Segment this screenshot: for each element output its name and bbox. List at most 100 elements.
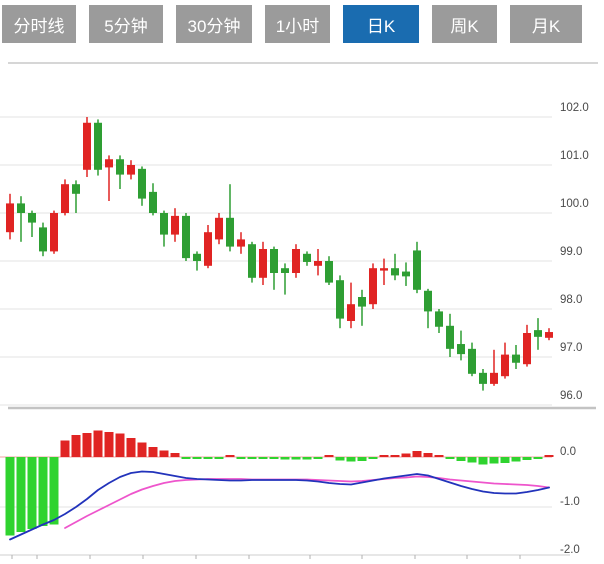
macd-bar	[170, 453, 180, 457]
macd-bar	[269, 457, 279, 459]
macd-bar	[104, 432, 114, 457]
candle-body	[149, 191, 157, 213]
candle-body	[369, 268, 377, 305]
x-axis	[0, 554, 570, 559]
macd-bar	[346, 457, 356, 462]
candle-body	[226, 217, 234, 247]
macd-bar	[302, 457, 312, 460]
macd-bar	[390, 455, 400, 457]
candle-body	[72, 184, 80, 194]
macd-bar	[258, 457, 268, 459]
candle-body	[237, 239, 245, 247]
svg-text:-1.0: -1.0	[560, 496, 580, 508]
candle-body	[270, 249, 278, 273]
candle-body	[512, 354, 520, 363]
candle-body	[358, 297, 366, 307]
macd-bar	[49, 457, 59, 525]
macd-bar	[60, 440, 70, 457]
price-grid	[0, 116, 552, 406]
candle-body	[391, 268, 399, 276]
macd-bar	[500, 457, 510, 463]
candle-body	[193, 253, 201, 261]
svg-text:-2.0: -2.0	[560, 544, 580, 556]
macd-bar	[533, 457, 543, 459]
macd-bar	[434, 455, 444, 457]
candle-body	[435, 311, 443, 327]
svg-text:97.0: 97.0	[560, 342, 582, 354]
svg-text:96.0: 96.0	[560, 390, 582, 402]
candle-body	[83, 122, 91, 170]
candle-body	[248, 244, 256, 278]
candle-body	[116, 159, 124, 175]
candle-body	[303, 253, 311, 262]
macd-bar	[214, 457, 224, 459]
macd-bar	[71, 435, 81, 457]
macd-bar	[5, 457, 15, 536]
candle-body	[292, 249, 300, 273]
macd-bar	[478, 457, 488, 465]
macd-bar	[16, 457, 26, 532]
candle-body	[182, 215, 190, 259]
candle-body	[105, 159, 113, 168]
candle-body	[6, 203, 14, 233]
tab-weekly-k[interactable]: 周K	[432, 5, 497, 43]
macd-bar	[159, 450, 169, 457]
candle-body	[468, 348, 476, 374]
candle-body	[204, 232, 212, 266]
macd-bar	[280, 457, 290, 460]
candle-body	[94, 122, 102, 170]
dea-line	[64, 475, 550, 529]
macd-bar	[489, 457, 499, 464]
macd-bar	[445, 457, 455, 459]
candle-body	[523, 333, 531, 365]
macd-bar	[335, 457, 345, 461]
candle-body	[281, 268, 289, 273]
panel-borders	[8, 62, 598, 410]
candle-body	[479, 372, 487, 384]
macd-bar	[544, 455, 554, 457]
candle-body	[50, 213, 58, 252]
macd-bar	[181, 457, 191, 459]
tab-30min[interactable]: 30分钟	[176, 5, 252, 43]
tab-1hour[interactable]: 1小时	[265, 5, 330, 43]
macd-bar	[511, 457, 521, 462]
candle-body	[413, 250, 421, 290]
svg-text:99.0: 99.0	[560, 246, 582, 258]
macd-bar	[38, 457, 48, 526]
candle-body	[259, 249, 267, 278]
candle-body	[424, 290, 432, 312]
candle-body	[325, 261, 333, 283]
macd-bar	[423, 453, 433, 457]
tab-daily-k[interactable]: 日K	[343, 5, 419, 43]
candle-body	[17, 203, 25, 213]
candles-group	[6, 117, 553, 391]
macd-bar	[313, 457, 323, 459]
tab-5min[interactable]: 5分钟	[89, 5, 163, 43]
macd-bar	[368, 457, 378, 459]
candle-body	[501, 354, 509, 377]
candle-body	[347, 304, 355, 321]
tab-minute-line[interactable]: 分时线	[2, 5, 76, 43]
svg-text:0.0: 0.0	[560, 446, 576, 458]
macd-bar	[93, 430, 103, 457]
candle-body	[160, 213, 168, 235]
macd-bar	[324, 455, 334, 457]
macd-bar	[82, 433, 92, 457]
tab-monthly-k[interactable]: 月K	[510, 5, 582, 43]
candle-body	[380, 268, 388, 271]
macd-axis-labels: 0.0 -1.0 -2.0	[560, 446, 580, 556]
candle-body	[138, 168, 146, 199]
macd-bar	[291, 457, 301, 460]
candle-body	[457, 344, 465, 355]
candle-body	[314, 261, 322, 266]
macd-bar	[401, 453, 411, 457]
candle-body	[534, 330, 542, 337]
candle-body	[127, 165, 135, 175]
candle-body	[490, 372, 498, 384]
dif-line	[9, 470, 550, 541]
candle-body	[402, 271, 410, 277]
svg-text:100.0: 100.0	[560, 198, 589, 210]
candle-body	[336, 280, 344, 319]
